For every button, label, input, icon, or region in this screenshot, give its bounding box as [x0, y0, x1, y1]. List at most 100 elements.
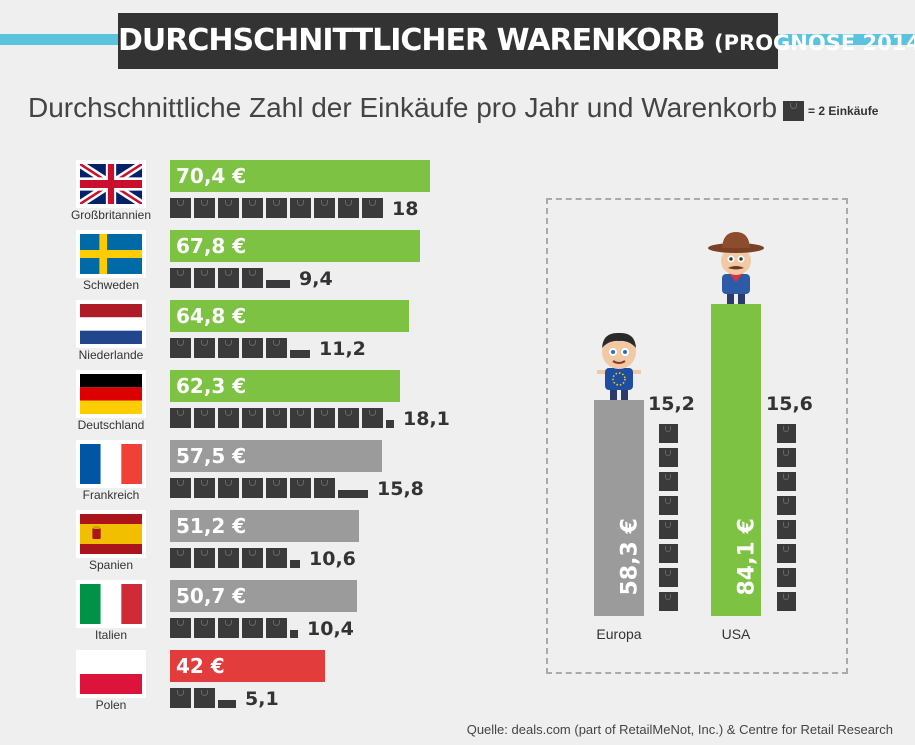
country-label: Spanien — [88, 558, 134, 572]
european-character-icon — [589, 324, 649, 402]
price-bar: 50,7 € — [170, 580, 358, 612]
country-label: Niederlande — [78, 348, 144, 362]
shopping-bag-icon — [266, 198, 287, 218]
shopping-bag-icon — [290, 478, 311, 498]
shopping-bag-icon — [218, 338, 239, 358]
region-purchase-count: 15,6 — [766, 393, 813, 415]
partial-bag-icon — [338, 490, 368, 498]
shopping-bag-icon — [266, 618, 287, 638]
partial-bag-icon — [290, 560, 300, 568]
shopping-bag-icon — [218, 618, 239, 638]
shopping-bag-icon — [776, 520, 796, 539]
price-label: 70,4 € — [176, 164, 247, 188]
shopping-bag-icon — [290, 198, 311, 218]
shopping-bag-icon — [783, 101, 804, 121]
partial-bag-icon — [386, 420, 394, 428]
purchase-count: 11,2 — [319, 338, 366, 360]
region-label: Europa — [596, 626, 642, 642]
shopping-bag-icon — [218, 548, 239, 568]
germany-flag-icon — [76, 370, 146, 418]
shopping-bag-icon — [658, 520, 678, 539]
price-bar: 64,8 € — [170, 300, 410, 332]
shopping-bag-icon — [266, 338, 287, 358]
shopping-bag-icon — [194, 688, 215, 708]
shopping-bag-icon — [242, 478, 263, 498]
country-label: Großbritannien — [70, 208, 152, 222]
purchase-count: 18,1 — [403, 408, 450, 430]
shopping-bag-icon — [194, 198, 215, 218]
shopping-bag-icon — [338, 408, 359, 428]
shopping-bag-icon — [314, 408, 335, 428]
price-bar: 51,2 € — [170, 510, 360, 542]
poland-flag-icon — [76, 650, 146, 698]
price-label: 51,2 € — [176, 514, 247, 538]
country-label: Schweden — [82, 278, 140, 292]
partial-bag-icon — [290, 630, 298, 638]
price-label: 57,5 € — [176, 444, 247, 468]
region-purchase-bags — [776, 424, 796, 611]
netherlands-flag-icon — [76, 300, 146, 348]
purchase-bags — [170, 198, 383, 218]
region-purchase-bags — [658, 424, 678, 611]
shopping-bag-icon — [776, 592, 796, 611]
region-comparison-chart: 58,3 € Europa 15,2 84,1 € USA 15,6 — [546, 198, 848, 674]
price-label: 42 € — [176, 654, 225, 678]
country-row: Frankreich 57,5 € 15,8 — [0, 440, 540, 510]
purchase-count: 10,4 — [307, 618, 354, 640]
region-bar: 84,1 € — [711, 304, 761, 616]
region-purchase-count: 15,2 — [648, 393, 695, 415]
region-price-label: 58,3 € — [617, 518, 643, 596]
partial-bag-icon — [266, 280, 290, 288]
shopping-bag-icon — [776, 472, 796, 491]
country-label: Italien — [94, 628, 128, 642]
purchase-count: 15,8 — [377, 478, 424, 500]
shopping-bag-icon — [776, 424, 796, 443]
price-label: 67,8 € — [176, 234, 247, 258]
shopping-bag-icon — [218, 478, 239, 498]
shopping-bag-icon — [242, 268, 263, 288]
purchase-bags — [170, 618, 298, 638]
shopping-bag-icon — [170, 618, 191, 638]
shopping-bag-icon — [194, 268, 215, 288]
sweden-flag-icon — [76, 230, 146, 278]
shopping-bag-icon — [170, 688, 191, 708]
shopping-bag-icon — [194, 408, 215, 428]
chart-subtitle: Durchschnittliche Zahl der Einkäufe pro … — [28, 92, 793, 123]
shopping-bag-icon — [218, 408, 239, 428]
shopping-bag-icon — [170, 408, 191, 428]
source-note: Quelle: deals.com (part of RetailMeNot, … — [466, 722, 893, 737]
page-title: DURCHSCHNITTLICHER WARENKORB — [118, 23, 706, 58]
price-bar: 42 € — [170, 650, 326, 682]
header-stripe-right — [775, 34, 915, 45]
shopping-bag-icon — [194, 338, 215, 358]
price-bar: 67,8 € — [170, 230, 421, 262]
country-label: Frankreich — [82, 488, 140, 502]
shopping-bag-icon — [242, 338, 263, 358]
shopping-bag-icon — [194, 618, 215, 638]
price-label: 64,8 € — [176, 304, 247, 328]
country-row: Deutschland 62,3 € 18,1 — [0, 370, 540, 440]
shopping-bag-icon — [658, 568, 678, 587]
page-title-sub: (PROGNOSE 2014) — [714, 31, 915, 55]
region-label: USA — [721, 626, 751, 642]
price-bar: 62,3 € — [170, 370, 401, 402]
italy-flag-icon — [76, 580, 146, 628]
shopping-bag-icon — [314, 198, 335, 218]
shopping-bag-icon — [194, 478, 215, 498]
shopping-bag-icon — [338, 198, 359, 218]
purchase-bags — [170, 408, 394, 428]
country-row: Spanien 51,2 € 10,6 — [0, 510, 540, 580]
shopping-bag-icon — [776, 544, 796, 563]
shopping-bag-icon — [658, 544, 678, 563]
shopping-bag-icon — [776, 568, 796, 587]
shopping-bag-icon — [170, 198, 191, 218]
shopping-bag-icon — [266, 548, 287, 568]
region-bar: 58,3 € — [594, 399, 644, 616]
shopping-bag-icon — [658, 496, 678, 515]
shopping-bag-icon — [776, 496, 796, 515]
shopping-bag-icon — [266, 478, 287, 498]
price-bar: 57,5 € — [170, 440, 383, 472]
country-row: Polen 42 € 5,1 — [0, 650, 540, 720]
shopping-bag-icon — [658, 448, 678, 467]
price-label: 50,7 € — [176, 584, 247, 608]
